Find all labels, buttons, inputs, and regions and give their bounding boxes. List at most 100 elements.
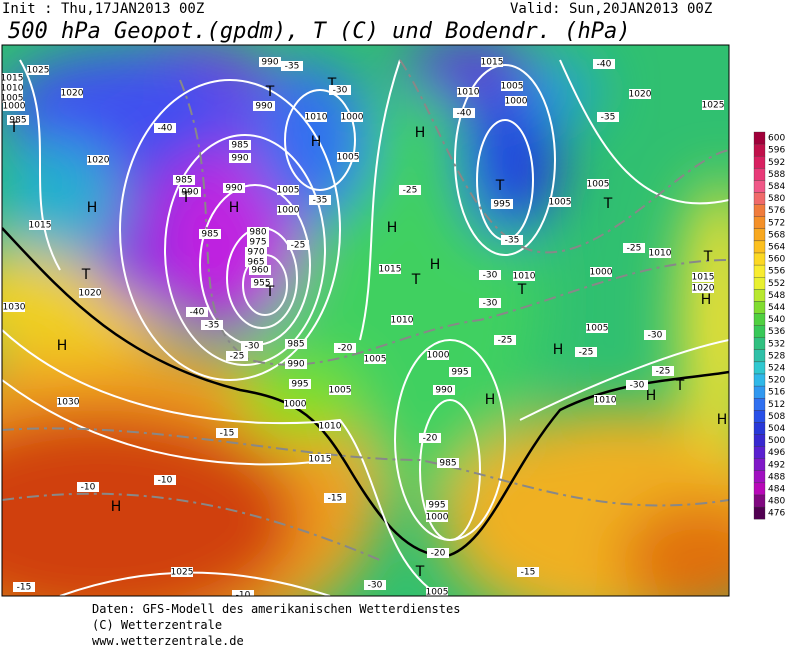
colorbar-label: 508 bbox=[768, 412, 785, 422]
colorbar-label: 484 bbox=[768, 484, 785, 494]
pressure-center: T bbox=[603, 196, 613, 212]
colorbar-swatch bbox=[753, 313, 766, 326]
label-box bbox=[2, 93, 23, 103]
pressure-center: T bbox=[265, 284, 275, 300]
pressure-center: H bbox=[646, 388, 657, 404]
contour-label: 1030 bbox=[57, 398, 80, 408]
label-box bbox=[457, 87, 479, 97]
label-box bbox=[426, 500, 448, 510]
contour-label: 1020 bbox=[61, 89, 84, 99]
colorbar-label: 596 bbox=[768, 146, 785, 156]
pressure-center: T bbox=[181, 190, 191, 206]
contour-label: 1000 bbox=[341, 113, 364, 123]
map-frame bbox=[1, 44, 730, 597]
copyright: (C) Wetterzentrale bbox=[92, 618, 222, 632]
colorbar-label: 600 bbox=[768, 134, 785, 144]
map-labels: 1025 1015 1010 1005 1000 985 T 1020 1020 H 1015 T 10… bbox=[1, 57, 727, 601]
contour-label: -30 bbox=[245, 342, 260, 352]
url: www.wetterzentrale.de bbox=[92, 634, 244, 648]
contour-label: -35 bbox=[285, 62, 300, 72]
colorbar-swatch bbox=[753, 373, 766, 387]
pressure-center: H bbox=[111, 499, 122, 515]
contour-label: 1000 bbox=[277, 206, 300, 216]
label-box bbox=[341, 112, 363, 122]
label-box bbox=[61, 88, 83, 98]
colorbar-swatch bbox=[753, 240, 766, 254]
colorbar-swatch bbox=[753, 228, 766, 242]
contour-label: 1020 bbox=[79, 289, 102, 299]
contour-label: 1020 bbox=[87, 156, 110, 166]
label-box bbox=[329, 385, 351, 395]
contour-label: -20 bbox=[431, 549, 446, 559]
contour-label: 1005 bbox=[1, 94, 24, 104]
contour-label: 995 bbox=[428, 501, 445, 511]
colorbar-swatch bbox=[753, 422, 766, 435]
label-box bbox=[549, 197, 571, 207]
colorbar-swatch bbox=[753, 168, 766, 181]
label-box bbox=[245, 247, 267, 257]
contour-label: 990 bbox=[181, 188, 198, 198]
colorbar-swatch bbox=[753, 252, 766, 266]
colorbar-swatch bbox=[753, 192, 766, 205]
label-box bbox=[494, 335, 516, 345]
colorbar-label: 532 bbox=[768, 339, 785, 349]
contour-label: -10 bbox=[81, 483, 96, 493]
contour-label: 1000 bbox=[426, 513, 449, 523]
label-box bbox=[364, 354, 386, 364]
label-box bbox=[281, 61, 303, 71]
contour-label: -40 bbox=[597, 60, 612, 70]
pressure-center: H bbox=[311, 134, 322, 150]
colorbar-label: 564 bbox=[768, 242, 785, 252]
contour-label: -35 bbox=[505, 236, 520, 246]
contour-label: 1015 bbox=[309, 455, 332, 465]
label-box bbox=[337, 152, 359, 162]
colorbar-swatch bbox=[753, 385, 766, 399]
label-box bbox=[154, 475, 176, 485]
contour-label: 1005 bbox=[587, 180, 610, 190]
label-box bbox=[216, 428, 238, 438]
label-box bbox=[3, 302, 25, 312]
colorbar-swatch bbox=[753, 458, 766, 471]
contour-label: -35 bbox=[205, 321, 220, 331]
contour-label: 985 bbox=[201, 230, 218, 240]
colorbar-label: 480 bbox=[768, 497, 785, 507]
label-box bbox=[77, 482, 99, 492]
colorbar-swatch bbox=[753, 301, 766, 314]
label-box bbox=[517, 567, 539, 577]
label-box bbox=[702, 100, 724, 110]
label-box bbox=[652, 366, 674, 376]
contour-label: -25 bbox=[230, 352, 245, 362]
contour-label: -35 bbox=[601, 113, 616, 123]
contour-label: 1015 bbox=[379, 265, 402, 275]
label-box bbox=[309, 454, 331, 464]
contour-label: 1015 bbox=[481, 58, 504, 68]
label-box bbox=[491, 199, 513, 209]
pressure-center: H bbox=[485, 392, 496, 408]
label-box bbox=[251, 278, 273, 288]
contour-label: 960 bbox=[251, 266, 268, 276]
colorbar-label: 524 bbox=[768, 363, 785, 373]
label-box bbox=[329, 85, 351, 95]
label-box bbox=[2, 73, 23, 83]
colorbar-label: 580 bbox=[768, 194, 785, 204]
label-box bbox=[287, 240, 309, 250]
label-box bbox=[324, 493, 346, 503]
contour-label: 990 bbox=[255, 102, 272, 112]
contour-label: 1010 bbox=[594, 396, 617, 406]
label-box bbox=[590, 267, 612, 277]
label-box bbox=[241, 341, 263, 351]
colorbar-swatch bbox=[753, 216, 766, 229]
pressure-center: T bbox=[675, 378, 685, 394]
label-box bbox=[594, 395, 616, 405]
contour-label: 1000 bbox=[590, 268, 613, 278]
contour-label: -40 bbox=[158, 124, 173, 134]
contour-label: 1025 bbox=[27, 66, 50, 76]
colorbar-swatch bbox=[753, 349, 766, 363]
pressure-center: T bbox=[265, 84, 275, 100]
contour-label: -30 bbox=[483, 271, 498, 281]
label-box bbox=[399, 185, 421, 195]
contour-label: -25 bbox=[291, 241, 306, 251]
contour-label: 1000 bbox=[284, 400, 307, 410]
contour-label: -10 bbox=[236, 591, 251, 601]
label-box bbox=[479, 270, 501, 280]
